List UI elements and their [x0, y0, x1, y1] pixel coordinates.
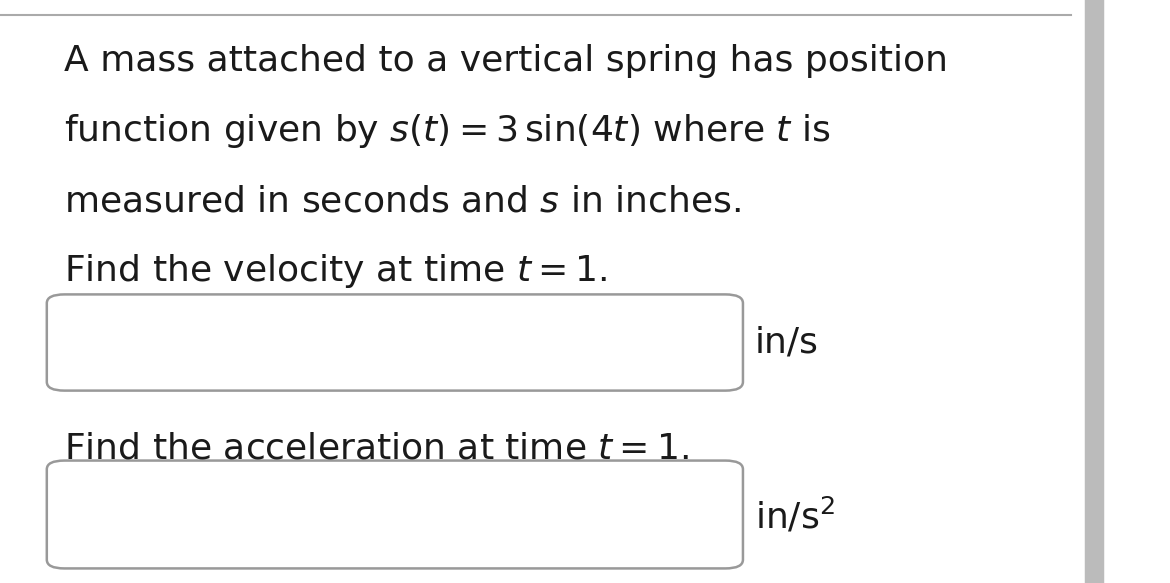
Text: measured in seconds and $s$ in inches.: measured in seconds and $s$ in inches. — [64, 184, 741, 218]
Text: in/s: in/s — [755, 325, 819, 359]
Text: A mass attached to a vertical spring has position: A mass attached to a vertical spring has… — [64, 44, 949, 78]
FancyBboxPatch shape — [47, 294, 743, 391]
Text: in/s$^{2}$: in/s$^{2}$ — [755, 496, 834, 536]
FancyBboxPatch shape — [47, 461, 743, 568]
Text: Find the acceleration at time $t = 1$.: Find the acceleration at time $t = 1$. — [64, 432, 689, 466]
Text: function given by $s(t) = 3\,\sin(4t)$ where $t$ is: function given by $s(t) = 3\,\sin(4t)$ w… — [64, 112, 831, 150]
Text: Find the velocity at time $t = 1$.: Find the velocity at time $t = 1$. — [64, 252, 608, 290]
